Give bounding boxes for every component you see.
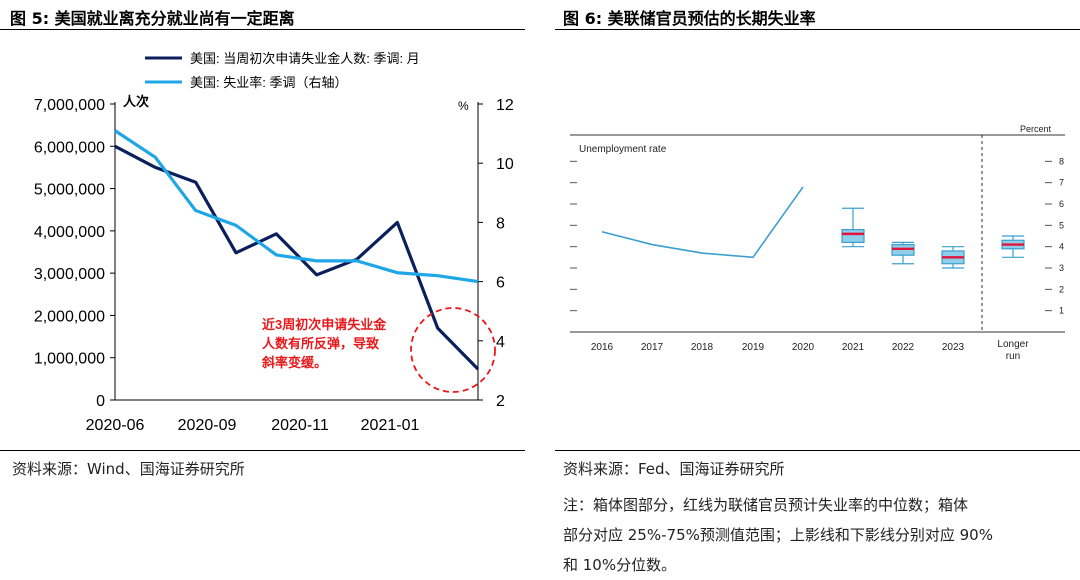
x-tick-label: 2016 bbox=[591, 342, 614, 353]
unit-label: Percent bbox=[1020, 124, 1052, 134]
y-tick-label: 3 bbox=[1059, 263, 1064, 273]
right-note-line: 注：箱体图部分，红线为联储官员预计失业率的中位数；箱体 bbox=[563, 496, 969, 514]
right-tick-label: 8 bbox=[496, 215, 505, 232]
x-tick-label: 2018 bbox=[691, 342, 714, 353]
y-tick-label: 1 bbox=[1059, 306, 1064, 316]
x-tick-label: 2023 bbox=[942, 342, 965, 353]
x-tick-label: run bbox=[1006, 351, 1020, 362]
x-tick-label: 2020-09 bbox=[178, 417, 237, 434]
right-source: 资料来源：Fed、国海证券研究所 bbox=[563, 460, 785, 478]
left-tick-label: 5,000,000 bbox=[34, 182, 105, 199]
right-tick-label: 2 bbox=[496, 393, 505, 410]
left-chart: 美国: 当周初次申请失业金人数: 季调: 月美国: 失业率: 季调（右轴） 0 1,… bbox=[34, 51, 514, 434]
left-tick-label: 7,000,000 bbox=[34, 97, 105, 114]
left-tick-label: 1,000,000 bbox=[34, 351, 105, 368]
y-tick-label: 2 bbox=[1059, 284, 1064, 294]
series-line-unemployment bbox=[114, 129, 479, 284]
left-tick-label: 2,000,000 bbox=[34, 308, 105, 325]
x-tick-label: 2020-11 bbox=[271, 417, 329, 434]
annotation-circle bbox=[410, 307, 496, 393]
x-tick-label: 2017 bbox=[641, 342, 664, 353]
right-title-rule bbox=[555, 29, 1080, 30]
x-tick-label: 2020-06 bbox=[86, 417, 145, 434]
left-tick-label: 3,000,000 bbox=[34, 266, 105, 283]
x-tick-label: 2021-01 bbox=[361, 417, 420, 434]
annotation-text: 斜率变缓。 bbox=[261, 355, 327, 370]
left-tick-label: 4,000,000 bbox=[34, 224, 105, 241]
right-chart: Unemployment rate Percent 1 2 3 4 5 6 7 8 2016 2017… bbox=[570, 124, 1065, 362]
right-tick-label: 4 bbox=[496, 334, 505, 351]
right-bottom-rule bbox=[555, 450, 1080, 451]
x-tick-label: 2022 bbox=[892, 342, 915, 353]
right-chart-title: 图 6: 美联储官员预估的长期失业率 bbox=[563, 9, 816, 28]
right-unit-label: % bbox=[458, 99, 469, 113]
annotation-text: 人数有所反弹，导致 bbox=[262, 336, 380, 351]
right-note-line: 部分对应 25%-75%预测值范围；上影线和下影线分别对应 90% bbox=[563, 526, 993, 544]
history-line bbox=[601, 186, 804, 259]
left-chart-title: 图 5: 美国就业离充分就业尚有一定距离 bbox=[10, 9, 295, 28]
x-tick-label: 2021 bbox=[842, 342, 865, 353]
right-tick-label: 10 bbox=[496, 156, 514, 173]
right-tick-label: 6 bbox=[496, 275, 505, 292]
box-iqr bbox=[841, 229, 865, 244]
legend-label: 美国: 当周初次申请失业金人数: 季调: 月 bbox=[190, 51, 420, 66]
right-note-line: 和 10%分位数。 bbox=[563, 556, 677, 574]
x-tick-label: Longer bbox=[997, 339, 1029, 350]
y-tick-label: 7 bbox=[1059, 178, 1064, 188]
left-title-rule bbox=[0, 29, 525, 30]
y-tick-label: 4 bbox=[1059, 242, 1064, 252]
right-tick-label: 12 bbox=[496, 97, 514, 114]
left-tick-label: 6,000,000 bbox=[34, 139, 105, 156]
y-tick-label: 5 bbox=[1059, 220, 1064, 230]
x-tick-label: 2020 bbox=[792, 342, 815, 353]
legend-label: 美国: 失业率: 季调（右轴） bbox=[190, 75, 347, 90]
left-tick-label: 0 bbox=[96, 393, 105, 410]
y-tick-label: 6 bbox=[1059, 199, 1064, 209]
left-source: 资料来源：Wind、国海证券研究所 bbox=[12, 460, 245, 478]
left-unit-label: 人次 bbox=[123, 94, 149, 109]
x-tick-label: 2019 bbox=[742, 342, 765, 353]
y-tick-label: 8 bbox=[1059, 156, 1064, 166]
left-bottom-rule bbox=[0, 450, 525, 451]
annotation-text: 近3周初次申请失业金 bbox=[262, 317, 387, 332]
panel-label: Unemployment rate bbox=[579, 144, 667, 155]
right-notes: 注：箱体图部分，红线为联储官员预计失业率的中位数；箱体 部分对应 25%-75%… bbox=[563, 490, 993, 580]
